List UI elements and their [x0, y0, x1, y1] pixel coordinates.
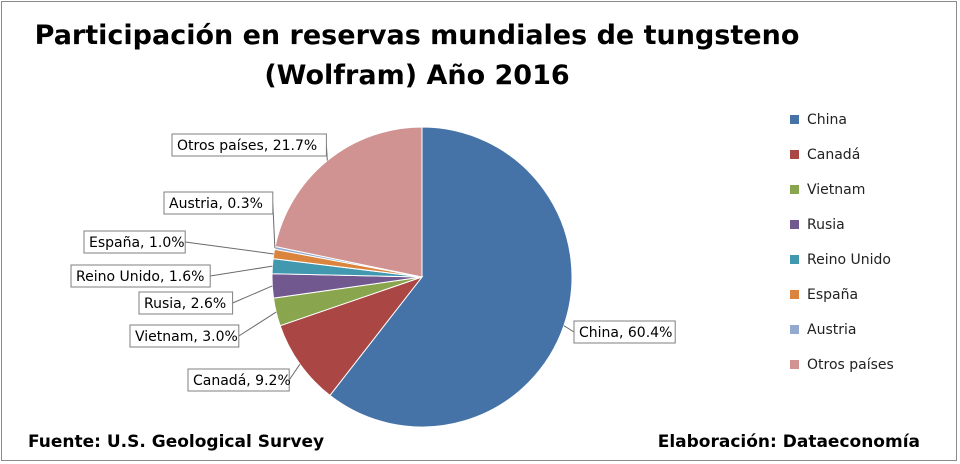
pie-slice-2 — [279, 275, 424, 397]
legend-swatch — [790, 115, 799, 124]
legend-item-2: Canadá — [790, 137, 950, 172]
data-label-5: Reino Unido, 1.6% — [76, 269, 204, 285]
data-label-1: China, 60.4% — [579, 325, 672, 341]
data-label-2: Canadá, 9.2% — [193, 373, 291, 389]
leader-line-6 — [185, 241, 274, 255]
legend-item-8: Otros países — [790, 347, 950, 382]
leader-line-4 — [232, 285, 273, 304]
legend-item-7: Austria — [790, 312, 950, 347]
data-label-box-7 — [163, 191, 274, 215]
legend-swatch — [790, 150, 799, 159]
legend-label: Otros países — [807, 356, 894, 373]
legend-item-6: España — [790, 277, 950, 312]
data-label-box-5 — [70, 264, 211, 288]
legend-swatch — [790, 360, 799, 369]
chart-title: Participación en reservas mundiales de t… — [2, 16, 832, 96]
chart-title-line2: (Wolfram) Año 2016 — [264, 60, 570, 91]
legend-swatch — [790, 220, 799, 229]
legend-label: Canadá — [807, 146, 861, 163]
legend-swatch — [790, 255, 799, 264]
leader-line-1 — [563, 325, 575, 333]
data-label-box-2 — [187, 368, 290, 392]
data-label-box-3 — [129, 324, 240, 348]
data-label-7: Austria, 0.3% — [169, 196, 263, 212]
leader-line-3 — [238, 311, 277, 337]
data-label-8: Otros países, 21.7% — [177, 138, 317, 154]
data-label-box-1 — [573, 320, 676, 344]
data-label-box-6 — [83, 230, 186, 254]
leader-line-2 — [288, 363, 301, 381]
data-label-6: España, 1.0% — [89, 235, 185, 251]
data-label-4: Rusia, 2.6% — [144, 296, 226, 312]
source-note: Fuente: U.S. Geological Survey — [28, 432, 325, 452]
data-label-3: Vietnam, 3.0% — [135, 329, 238, 345]
legend-label: China — [807, 111, 847, 128]
legend-swatch — [790, 290, 799, 299]
legend-swatch — [790, 185, 799, 194]
legend-item-1: China — [790, 102, 950, 137]
legend-label: Rusia — [807, 216, 845, 233]
leader-line-5 — [210, 265, 273, 277]
chart-title-line1: Participación en reservas mundiales de t… — [34, 20, 800, 51]
legend-label: Vietnam — [807, 181, 866, 198]
pie-slice-8 — [274, 126, 423, 278]
chart-legend: China Canadá Vietnam Rusia Reino Unido España… — [790, 102, 950, 382]
legend-item-3: Vietnam — [790, 172, 950, 207]
legend-label: España — [807, 286, 859, 303]
legend-item-4: Rusia — [790, 207, 950, 242]
legend-swatch — [790, 325, 799, 334]
legend-label: Austria — [807, 321, 857, 338]
legend-item-5: Reino Unido — [790, 242, 950, 277]
credit-note: Elaboración: Dataeconomía — [657, 432, 920, 452]
legend-label: Reino Unido — [807, 251, 891, 268]
data-label-box-4 — [138, 291, 234, 315]
data-label-box-8 — [171, 133, 327, 157]
pie-slice-1 — [329, 126, 573, 428]
